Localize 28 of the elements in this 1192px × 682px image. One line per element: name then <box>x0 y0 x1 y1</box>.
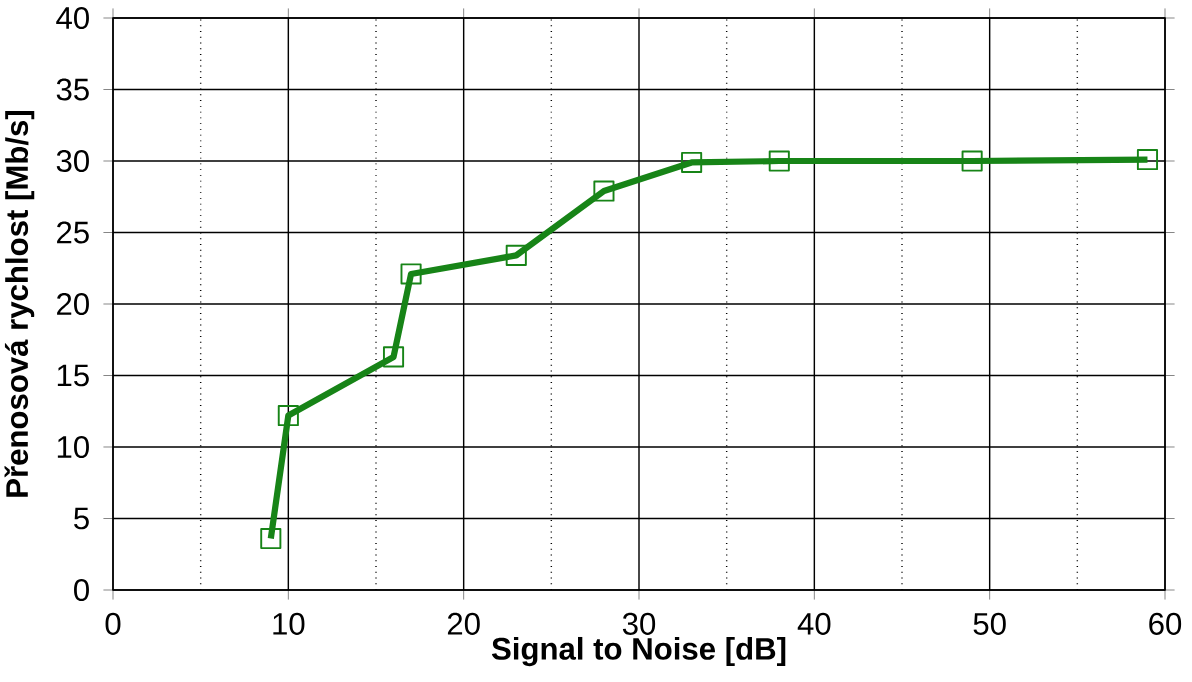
x-tick-label: 20 <box>447 612 480 635</box>
y-tick-label: 15 <box>57 364 89 387</box>
x-tick-label: 10 <box>273 612 305 635</box>
y-tick-label: 35 <box>56 78 89 101</box>
x-tick-label: 40 <box>797 612 831 635</box>
point <box>382 346 405 368</box>
point <box>260 527 282 550</box>
point <box>505 244 527 266</box>
x-tick-label: 60 <box>1149 612 1182 635</box>
y-tick-label: 20 <box>57 292 89 316</box>
point <box>681 151 703 173</box>
y-tick-label: 0 <box>74 578 89 602</box>
point <box>400 263 422 285</box>
y-tick-label: 30 <box>56 149 89 173</box>
x-tick-label: 30 <box>622 612 656 635</box>
y-tick-label: 40 <box>56 6 89 30</box>
y-axis-title: Přenosová rychlost [Mb/s] <box>4 111 35 497</box>
point <box>593 180 615 202</box>
x-tick-label: 50 <box>973 612 1006 635</box>
point <box>1136 149 1159 171</box>
x-axis-title: Signal to Noise [dB] <box>491 636 786 667</box>
point <box>961 150 983 172</box>
x-tick-label: 0 <box>105 612 121 635</box>
y-tick-label: 10 <box>57 435 89 459</box>
point <box>768 150 790 172</box>
y-tick-label: 5 <box>74 507 89 530</box>
y-tick-label: 25 <box>57 221 89 244</box>
point <box>277 404 299 427</box>
